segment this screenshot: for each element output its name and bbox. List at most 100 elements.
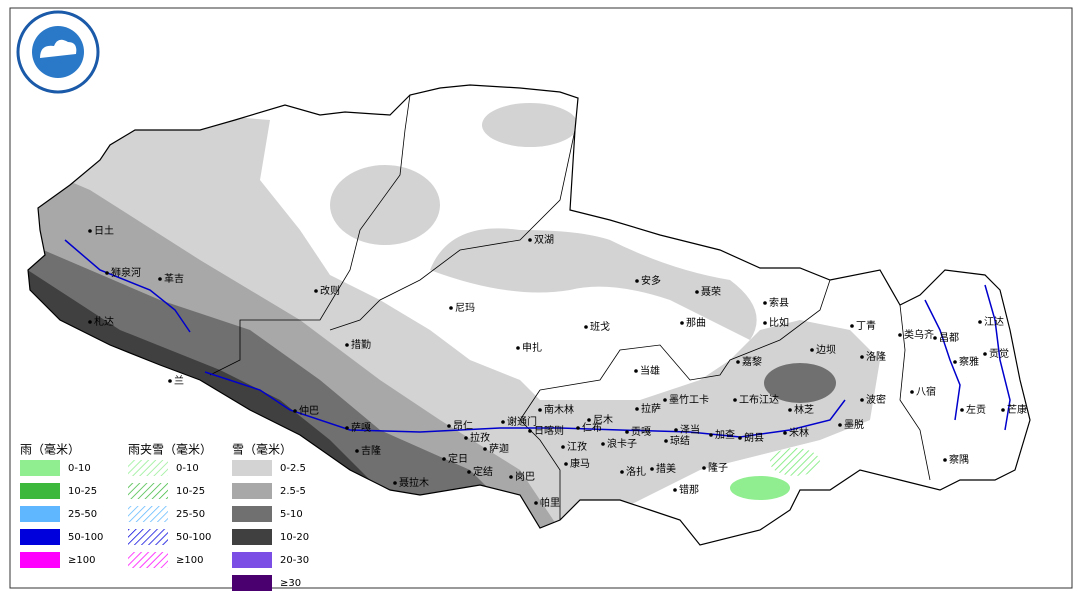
legend-label: 2.5-5	[280, 486, 306, 497]
legend-label: ≥30	[280, 578, 301, 589]
legend-swatch	[232, 460, 272, 476]
city-label: 岗巴	[515, 471, 535, 483]
legend-swatch	[20, 529, 60, 545]
city-label: 仁布	[582, 422, 602, 434]
city-label: 申扎	[522, 341, 542, 354]
city-dot	[105, 271, 109, 275]
legend-swatch	[232, 529, 272, 545]
legend-label: 10-20	[280, 532, 309, 543]
city-label: 嘉黎	[742, 355, 762, 368]
city-dot	[702, 466, 706, 470]
city-label: 萨迦	[489, 443, 509, 455]
legend-label: 10-25	[176, 486, 205, 497]
legend-swatch	[20, 460, 60, 476]
city-dot	[587, 418, 591, 422]
city-dot	[788, 408, 792, 412]
legend-label: 20-30	[280, 555, 309, 566]
legend-swatch	[128, 529, 168, 545]
city-label: 昌都	[939, 332, 959, 344]
city-dot	[601, 442, 605, 446]
city-label: 贡嘎	[631, 426, 651, 438]
city-label: 革吉	[164, 272, 184, 285]
city-dot	[467, 470, 471, 474]
legend-label: 50-100	[68, 532, 103, 543]
city-label: 当雄	[640, 364, 660, 377]
city-dot	[293, 409, 297, 413]
legend-label: 25-50	[176, 509, 205, 520]
city-label: 索县	[769, 296, 789, 309]
city-dot	[673, 488, 677, 492]
city-label: 班戈	[590, 320, 610, 333]
city-label: 聂荣	[701, 286, 721, 298]
city-dot	[674, 428, 678, 432]
city-label: 洛扎	[626, 465, 646, 478]
city-label: 琼结	[670, 434, 690, 447]
city-label: 波密	[866, 393, 886, 406]
city-dot	[860, 398, 864, 402]
city-dot	[483, 447, 487, 451]
legend-label: 25-50	[68, 509, 97, 520]
city-dot	[635, 279, 639, 283]
city-label: 拉孜	[470, 431, 490, 444]
city-dot	[528, 238, 532, 242]
city-dot	[584, 325, 588, 329]
city-dot	[838, 423, 842, 427]
city-label: 林芝	[794, 403, 814, 416]
city-label: 江达	[984, 316, 1004, 328]
legend-swatch	[128, 552, 168, 568]
city-dot	[663, 398, 667, 402]
city-label: 那曲	[686, 317, 706, 329]
city-dot	[534, 501, 538, 505]
city-label: 墨竹工卡	[669, 393, 709, 406]
city-dot	[88, 229, 92, 233]
city-dot	[634, 369, 638, 373]
city-label: 昂仁	[453, 420, 473, 432]
city-label: 浪卡子	[607, 437, 637, 450]
legend-swatch	[20, 483, 60, 499]
city-label: 隆子	[708, 461, 728, 474]
city-label: 措美	[656, 462, 676, 475]
city-label: 仲巴	[299, 404, 319, 417]
legend-swatch	[128, 483, 168, 499]
legend-label: 0-10	[68, 463, 91, 474]
legend-label: ≥100	[68, 555, 95, 566]
legend-label: 5-10	[280, 509, 303, 520]
city-dot	[953, 360, 957, 364]
legend-swatch	[20, 506, 60, 522]
city-label: 贡觉	[989, 348, 1009, 360]
city-dot	[516, 346, 520, 350]
legend-swatch	[128, 460, 168, 476]
legend-label: 0-10	[176, 463, 199, 474]
city-label: 双湖	[534, 234, 554, 246]
city-dot	[898, 333, 902, 337]
city-label: 措勤	[351, 338, 371, 351]
city-dot	[733, 398, 737, 402]
city-label: 八宿	[916, 385, 936, 398]
rivers	[64, 239, 1011, 438]
legend-swatch	[128, 506, 168, 522]
city-label: 日土	[94, 224, 114, 237]
city-dot	[810, 348, 814, 352]
city-label: 丁青	[856, 319, 876, 332]
city-label: 工布江达	[739, 394, 779, 406]
city-label: 墨脱	[844, 418, 864, 431]
legend-swatch	[20, 552, 60, 568]
city-dot	[314, 289, 318, 293]
city-label: 狮泉河	[111, 266, 141, 279]
city-label: 察隅	[949, 453, 969, 466]
legend-title: 雨夹雪（毫米）	[128, 442, 212, 457]
legend-title: 雪（毫米）	[232, 442, 292, 457]
city-dot	[449, 306, 453, 310]
city-dot	[635, 407, 639, 411]
city-label: 左贡	[966, 403, 986, 416]
city-dot	[960, 408, 964, 412]
prefecture-boundaries	[209, 94, 931, 520]
city-dot	[158, 277, 162, 281]
city-label: 江孜	[567, 440, 587, 453]
city-label: 拉萨	[641, 402, 661, 415]
city-label: 谢通门	[507, 415, 537, 428]
city-label: 安多	[641, 274, 661, 287]
city-dot	[695, 290, 699, 294]
city-dot	[561, 445, 565, 449]
city-label: 尼玛	[455, 302, 475, 314]
